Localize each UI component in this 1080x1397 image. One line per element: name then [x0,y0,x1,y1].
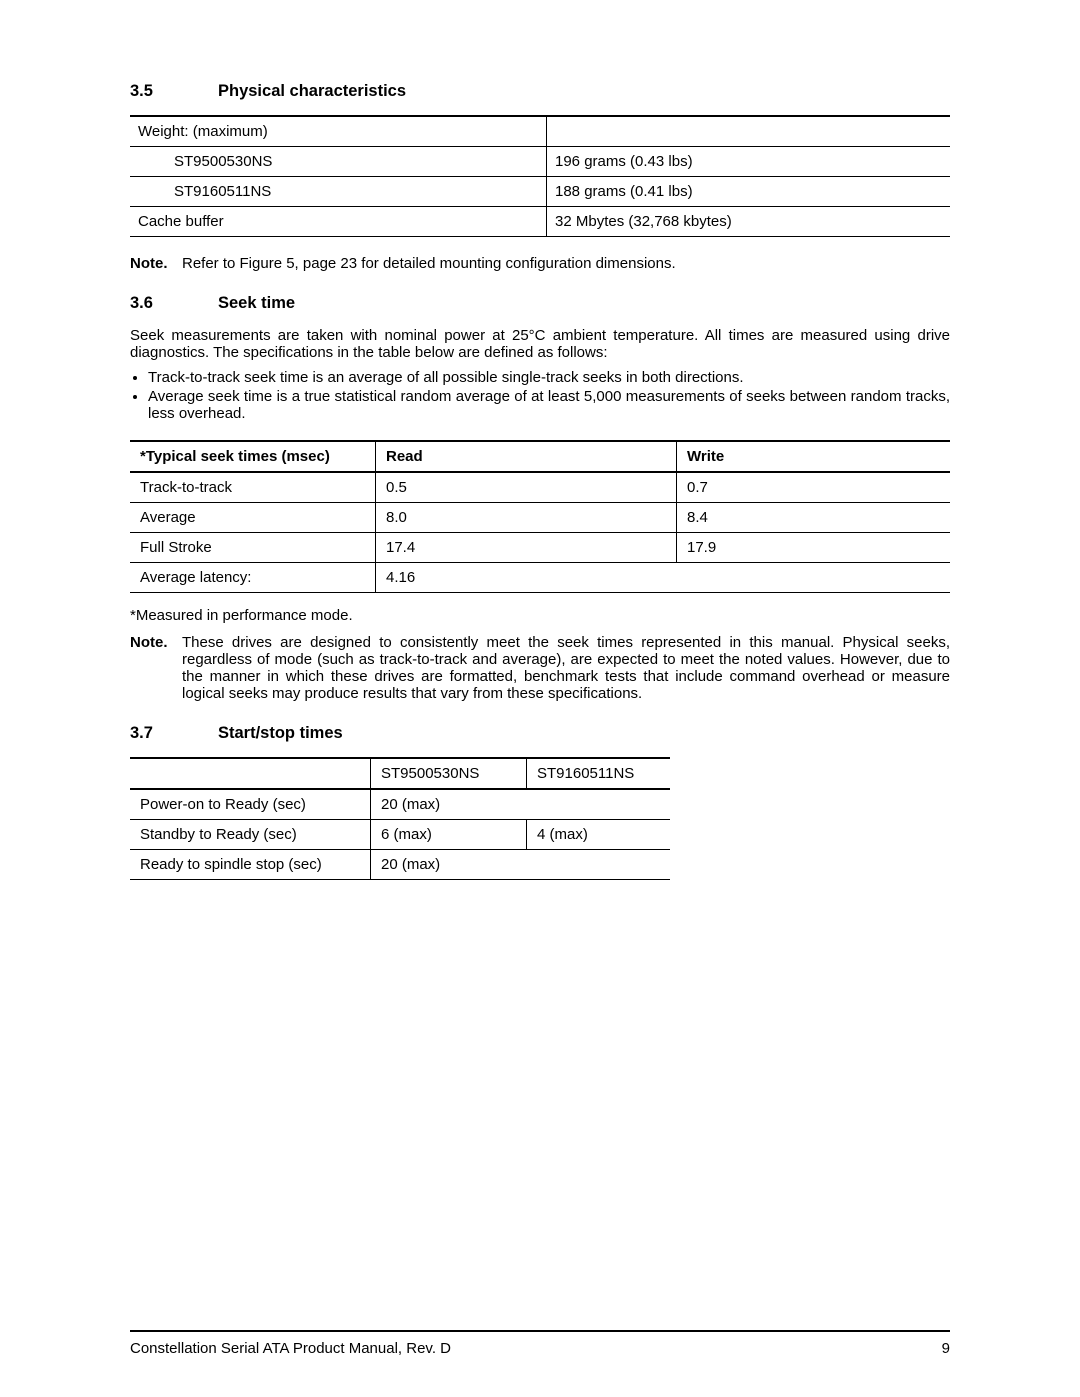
table-cell: Ready to spindle stop (sec) [130,850,371,880]
table-cell: ST9500530NS [130,147,547,177]
table-row: Ready to spindle stop (sec) 20 (max) [130,850,670,880]
section-title: Physical characteristics [218,82,406,100]
table-cell: Average latency: [130,563,376,593]
table-cell: 17.4 [376,533,677,563]
footnote: *Measured in performance mode. [130,607,950,624]
table-cell: 32 Mbytes (32,768 kbytes) [547,207,951,237]
table-cell: Power-on to Ready (sec) [130,789,371,820]
table-cell: 20 (max) [371,850,671,880]
table-header: Read [376,441,677,472]
table-cell: 0.7 [677,472,951,503]
section-number: 3.5 [130,82,218,101]
note-3-5: Note. Refer to Figure 5, page 23 for det… [130,255,950,272]
section-number: 3.6 [130,294,218,313]
section-heading-3-6: 3.6Seek time [130,294,950,313]
bullet-item: Track-to-track seek time is an average o… [148,369,950,386]
section-title: Seek time [218,294,295,312]
table-cell: 4 (max) [527,820,671,850]
footer-page-number: 9 [942,1340,950,1357]
footer-title: Constellation Serial ATA Product Manual,… [130,1340,451,1357]
section-heading-3-7: 3.7Start/stop times [130,724,950,743]
table-row: Power-on to Ready (sec) 20 (max) [130,789,670,820]
page-footer: Constellation Serial ATA Product Manual,… [130,1330,950,1357]
table-row: Average 8.0 8.4 [130,503,950,533]
table-header: *Typical seek times (msec) [130,441,376,472]
intro-paragraph: Seek measurements are taken with nominal… [130,327,950,361]
seek-times-table: *Typical seek times (msec) Read Write Tr… [130,440,950,593]
section-heading-3-5: 3.5Physical characteristics [130,82,950,101]
note-label: Note. [130,634,182,702]
note-content: These drives are designed to consistentl… [182,634,950,702]
table-row: Average latency: 4.16 [130,563,950,593]
table-cell: Average [130,503,376,533]
note-3-6: Note. These drives are designed to consi… [130,634,950,702]
note-content: Refer to Figure 5, page 23 for detailed … [182,255,950,272]
table-cell: Full Stroke [130,533,376,563]
table-cell: 8.4 [677,503,951,533]
table-cell: Weight: (maximum) [130,116,547,147]
section-number: 3.7 [130,724,218,743]
table-row: Standby to Ready (sec) 6 (max) 4 (max) [130,820,670,850]
section-title: Start/stop times [218,724,343,742]
table-cell: ST9160511NS [130,177,547,207]
table-cell [547,116,951,147]
table-cell: Cache buffer [130,207,547,237]
table-header: ST9500530NS [371,758,527,789]
physical-characteristics-table: Weight: (maximum) ST9500530NS 196 grams … [130,115,950,237]
table-row: Track-to-track 0.5 0.7 [130,472,950,503]
table-cell: 196 grams (0.43 lbs) [547,147,951,177]
table-cell: 188 grams (0.41 lbs) [547,177,951,207]
table-header: ST9160511NS [527,758,671,789]
table-cell: 4.16 [376,563,951,593]
bullet-list: Track-to-track seek time is an average o… [130,369,950,422]
table-header: Write [677,441,951,472]
table-cell: Track-to-track [130,472,376,503]
table-cell: 6 (max) [371,820,527,850]
table-cell: Standby to Ready (sec) [130,820,371,850]
note-label: Note. [130,255,182,272]
bullet-item: Average seek time is a true statistical … [148,388,950,422]
table-row: Full Stroke 17.4 17.9 [130,533,950,563]
table-header [130,758,371,789]
table-cell: 20 (max) [371,789,671,820]
table-cell: 0.5 [376,472,677,503]
start-stop-times-table: ST9500530NS ST9160511NS Power-on to Read… [130,757,670,880]
table-cell: 8.0 [376,503,677,533]
table-cell: 17.9 [677,533,951,563]
